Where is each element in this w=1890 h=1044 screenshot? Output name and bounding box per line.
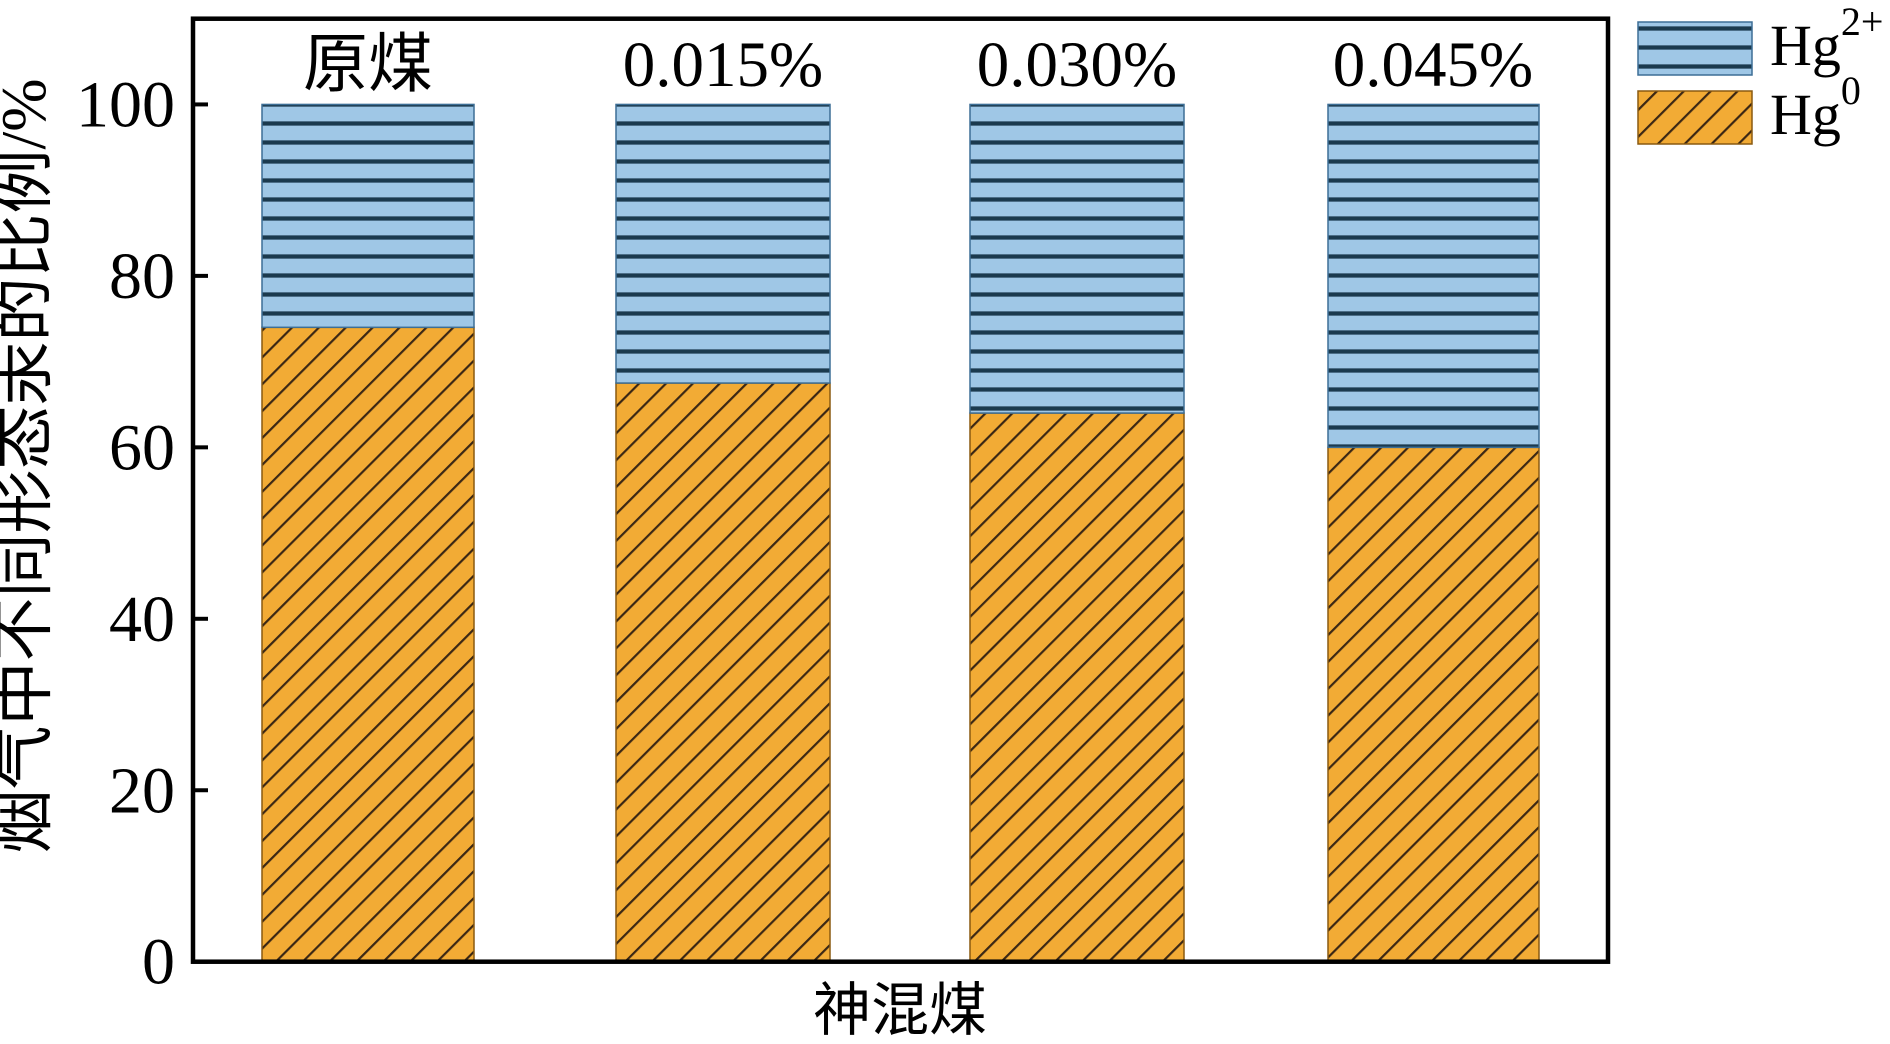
svg-text:Hg0: Hg0 [1770,68,1861,147]
svg-text:0.045%: 0.045% [1333,29,1533,101]
svg-text:0.015%: 0.015% [623,29,823,101]
svg-text:40: 40 [109,583,175,656]
svg-text:0.030%: 0.030% [977,29,1177,101]
svg-text:神混煤: 神混煤 [813,978,987,1043]
svg-text:60: 60 [109,411,175,484]
svg-text:80: 80 [109,240,175,313]
svg-text:20: 20 [109,754,175,827]
svg-text:100: 100 [76,69,175,142]
svg-text:原煤: 原煤 [303,29,433,101]
svg-text:Hg2+: Hg2+ [1770,0,1883,78]
svg-text:0: 0 [142,926,175,999]
svg-text:烟气中不同形态汞的比例/%: 烟气中不同形态汞的比例/% [0,78,59,853]
